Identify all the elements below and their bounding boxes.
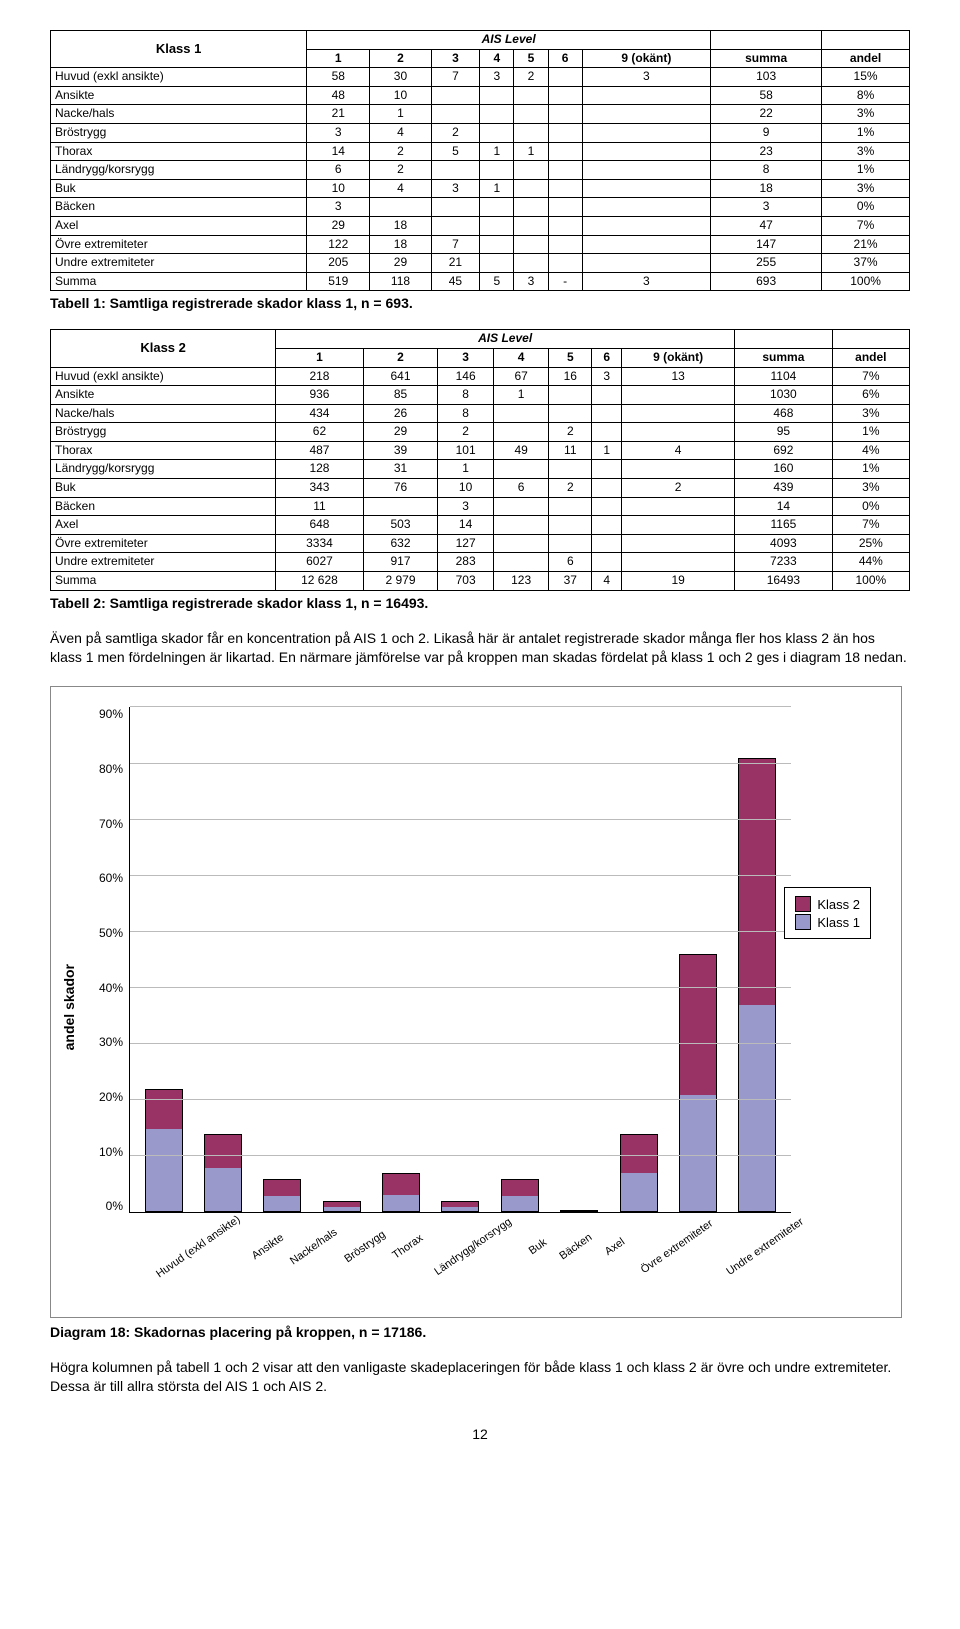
column-header: andel	[822, 49, 910, 68]
bar-segment-klass2	[739, 759, 775, 1005]
table-row: Nacke/hals4342684683%	[51, 404, 910, 423]
table-row: Axel2918477%	[51, 216, 910, 235]
bar-segment-klass1	[324, 1207, 360, 1212]
column-header: 9 (okänt)	[622, 348, 735, 367]
column-header: 2	[370, 49, 431, 68]
bar-group	[371, 707, 430, 1212]
column-header: 5	[514, 49, 548, 68]
bar-group	[668, 707, 727, 1212]
bar-segment-klass2	[264, 1180, 300, 1196]
klass2-header: Klass 2	[51, 330, 276, 367]
chart-plot-area	[129, 707, 791, 1213]
table-row: Ländrygg/korsrygg6281%	[51, 161, 910, 180]
chart-legend: Klass 2 Klass 1	[784, 887, 871, 939]
legend-swatch-klass1	[795, 914, 811, 930]
table-row: Summa12 6282 9797031233741916493100%	[51, 572, 910, 591]
table-row: Övre extremiteter3334632127409325%	[51, 534, 910, 553]
bar-segment-klass2	[146, 1090, 182, 1129]
table-row: Bäcken330%	[51, 198, 910, 217]
bar-segment-klass1	[739, 1005, 775, 1212]
column-header: 3	[438, 348, 494, 367]
bar-segment-klass2	[502, 1180, 538, 1196]
chart-diagram-18: andel skador 90%80%70%60%50%40%30%20%10%…	[50, 686, 902, 1318]
bar-group	[134, 707, 193, 1212]
page-number: 12	[50, 1426, 910, 1442]
table-row: Ansikte936858110306%	[51, 386, 910, 405]
x-axis-labels: Huvud (exkl ansikte)AnsikteNacke/halsBrö…	[83, 1219, 881, 1307]
bar-segment-klass2	[680, 955, 716, 1094]
table-klass2: Klass 2 AIS Level 1234569 (okänt)summaan…	[50, 329, 910, 590]
table-row: Bäcken113140%	[51, 497, 910, 516]
bar-segment-klass2	[205, 1135, 241, 1168]
legend-klass2: Klass 2	[795, 896, 860, 912]
bar-group	[253, 707, 312, 1212]
table-row: Bröstrygg34291%	[51, 123, 910, 142]
paragraph-1: Även på samtliga skador får en koncentra…	[50, 629, 910, 667]
column-header: 4	[493, 348, 549, 367]
table-row: Bröstrygg622922951%	[51, 423, 910, 442]
legend-klass1: Klass 1	[795, 914, 860, 930]
bar-group	[550, 707, 609, 1212]
bar-segment-klass2	[621, 1135, 657, 1173]
column-header: summa	[711, 49, 822, 68]
table-row: Buk34376106224393%	[51, 479, 910, 498]
bar-group	[312, 707, 371, 1212]
diagram-caption: Diagram 18: Skadornas placering på kropp…	[50, 1324, 910, 1340]
column-header: andel	[832, 348, 909, 367]
column-header: 9 (okänt)	[582, 49, 710, 68]
column-header: 3	[431, 49, 480, 68]
ais-header-1: AIS Level	[307, 31, 711, 50]
table-row: Axel6485031411657%	[51, 516, 910, 535]
klass1-header: Klass 1	[51, 31, 307, 68]
bar-group	[490, 707, 549, 1212]
table-row: Ansikte4810588%	[51, 86, 910, 105]
bar-group	[193, 707, 252, 1212]
bar-group	[609, 707, 668, 1212]
table-row: Buk10431183%	[51, 179, 910, 198]
table-row: Summa5191184553-3693100%	[51, 272, 910, 291]
paragraph-2: Högra kolumnen på tabell 1 och 2 visar a…	[50, 1358, 910, 1396]
bar-segment-klass1	[621, 1173, 657, 1211]
table1-caption: Tabell 1: Samtliga registrerade skador k…	[50, 295, 910, 311]
column-header: 6	[548, 49, 582, 68]
y-axis-ticks: 90%80%70%60%50%40%30%20%10%0%	[83, 707, 129, 1213]
bar-segment-klass1	[680, 1095, 716, 1212]
bar-segment-klass1	[264, 1196, 300, 1212]
ais-header-2: AIS Level	[276, 330, 735, 349]
legend-swatch-klass2	[795, 896, 811, 912]
column-header: summa	[735, 348, 833, 367]
column-header: 1	[276, 348, 363, 367]
table2-caption: Tabell 2: Samtliga registrerade skador k…	[50, 595, 910, 611]
table-row: Undre extremiteter60279172836723344%	[51, 553, 910, 572]
table-row: Undre extremiteter205292125537%	[51, 254, 910, 273]
column-header: 1	[307, 49, 370, 68]
bar-group	[728, 707, 787, 1212]
table-row: Huvud (exkl ansikte)5830732310315%	[51, 68, 910, 87]
bar-group	[431, 707, 490, 1212]
table-klass1: Klass 1 AIS Level 1234569 (okänt)summaan…	[50, 30, 910, 291]
column-header: 5	[549, 348, 592, 367]
table-row: Övre extremiteter12218714721%	[51, 235, 910, 254]
y-axis-label: andel skador	[61, 964, 77, 1050]
bar-segment-klass1	[146, 1129, 182, 1212]
table-row: Nacke/hals211223%	[51, 105, 910, 124]
column-header: 2	[363, 348, 438, 367]
column-header: 6	[592, 348, 622, 367]
bar-segment-klass2	[383, 1174, 419, 1195]
column-header: 4	[480, 49, 514, 68]
table-row: Huvud (exkl ansikte)21864114667163131104…	[51, 367, 910, 386]
table-row: Thorax142511233%	[51, 142, 910, 161]
table-row: Thorax487391014911146924%	[51, 441, 910, 460]
table-row: Ländrygg/korsrygg1283111601%	[51, 460, 910, 479]
